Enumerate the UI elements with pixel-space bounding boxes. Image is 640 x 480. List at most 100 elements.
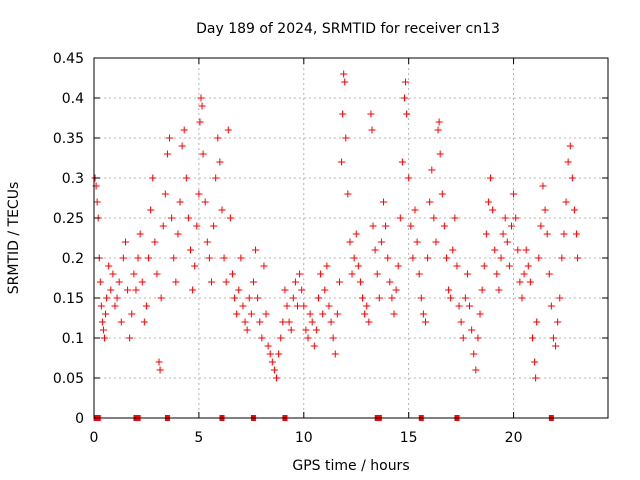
data-point (564, 158, 572, 166)
data-point (264, 342, 272, 350)
data-point (497, 254, 505, 262)
data-point (499, 230, 507, 238)
data-point (145, 254, 153, 262)
data-point (184, 214, 192, 222)
data-point (566, 142, 574, 150)
data-point (419, 310, 427, 318)
data-point (193, 222, 201, 230)
data-point (421, 318, 429, 326)
data-point (367, 110, 375, 118)
data-point (415, 270, 423, 278)
data-point (541, 206, 549, 214)
data-point (405, 174, 413, 182)
data-point (341, 78, 349, 86)
data-point (300, 302, 308, 310)
data-point (283, 302, 291, 310)
data-point (180, 126, 188, 134)
data-point (199, 150, 207, 158)
data-point (574, 254, 582, 262)
ticks-layer: 0 0.05 0.1 0.15 0.2 0.25 0.3 0.35 0.4 0.45 0 5 10 15 2… (53, 51, 608, 446)
data-point (556, 294, 564, 302)
data-point (386, 278, 394, 286)
data-point (339, 110, 347, 118)
data-point (435, 118, 443, 126)
data-point (507, 222, 515, 230)
data-point (359, 294, 367, 302)
data-point (325, 302, 333, 310)
data-point (489, 206, 497, 214)
data-point (245, 294, 253, 302)
y-tick-label: 0.25 (53, 211, 84, 227)
data-point (342, 134, 350, 142)
data-point (461, 294, 469, 302)
data-point (235, 286, 243, 294)
data-point (495, 286, 503, 294)
data-point (531, 358, 539, 366)
data-point (111, 302, 119, 310)
data-point (552, 342, 560, 350)
data-point (442, 254, 450, 262)
data-point (417, 294, 425, 302)
data-point (449, 246, 457, 254)
data-point (258, 334, 266, 342)
data-point (287, 326, 295, 334)
data-point (121, 238, 129, 246)
data-point (537, 222, 545, 230)
data-point (119, 254, 127, 262)
data-point (210, 222, 218, 230)
data-point (411, 206, 419, 214)
data-point (455, 302, 463, 310)
data-point (201, 198, 209, 206)
data-point (198, 102, 206, 110)
data-point (373, 270, 381, 278)
data-point (371, 246, 379, 254)
data-point (398, 158, 406, 166)
data-point (554, 318, 562, 326)
data-point (166, 134, 174, 142)
data-point (400, 94, 408, 102)
data-point (518, 294, 526, 302)
data-point (239, 302, 247, 310)
data-point (174, 230, 182, 238)
data-point (539, 182, 547, 190)
data-point (103, 294, 111, 302)
data-point (396, 214, 404, 222)
data-point (243, 326, 251, 334)
x-axis-label: GPS time / hours (292, 458, 409, 474)
data-point (484, 198, 492, 206)
data-point (459, 334, 467, 342)
data-point (491, 246, 499, 254)
data-point (214, 134, 222, 142)
data-point (126, 334, 134, 342)
data-point (522, 246, 530, 254)
data-point (445, 286, 453, 294)
data-point (306, 310, 314, 318)
data-point (344, 190, 352, 198)
data-point (549, 334, 557, 342)
y-tick-label: 0.35 (53, 131, 84, 147)
data-point (207, 278, 215, 286)
data-point (134, 254, 142, 262)
data-point (394, 262, 402, 270)
data-point (132, 286, 140, 294)
data-point (203, 238, 211, 246)
data-point (93, 198, 101, 206)
data-point (573, 230, 581, 238)
data-point (384, 254, 392, 262)
data-point (478, 286, 486, 294)
data-point (514, 246, 522, 254)
y-tick-label: 0.15 (53, 291, 84, 307)
data-point (277, 334, 285, 342)
data-point (375, 294, 383, 302)
data-point (304, 334, 312, 342)
data-point (319, 310, 327, 318)
data-point (172, 278, 180, 286)
data-point (361, 310, 369, 318)
data-point (291, 278, 299, 286)
data-point (348, 270, 356, 278)
data-point (149, 174, 157, 182)
data-point (409, 254, 417, 262)
data-point (510, 190, 518, 198)
data-point (365, 318, 373, 326)
data-point (570, 206, 578, 214)
